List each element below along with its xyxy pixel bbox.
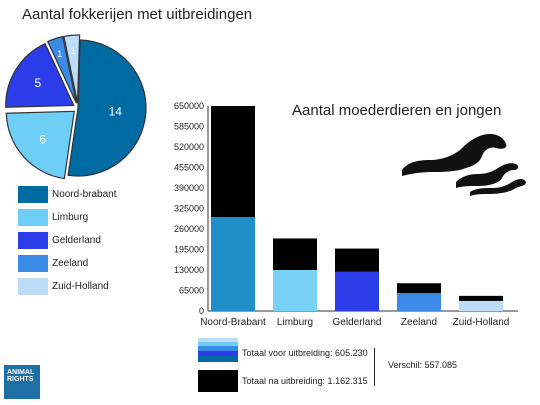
legend-item-zeeland: Zeeland — [18, 255, 116, 272]
legend-item-limburg: Limburg — [18, 209, 116, 226]
y-tick-label: 130000 — [174, 265, 204, 275]
legend-label: Noord-brabant — [52, 189, 117, 200]
x-tick-label: Zeeland — [401, 317, 437, 328]
totaal-voor-swatch — [198, 338, 238, 362]
y-tick-label: 390000 — [174, 183, 204, 193]
pie-slice-zeeland — [46, 35, 78, 104]
totals-legend: Totaal voor uitbreiding: 605.230 Totaal … — [198, 338, 528, 394]
pie-slice-value: 6 — [39, 132, 46, 146]
y-tick-label: 325000 — [174, 204, 204, 214]
totaal-na-label: Totaal na uitbreiding: 1.162.315 — [242, 376, 368, 386]
pie-slice-noord-brabant — [67, 39, 147, 177]
legend-item-noord-brabant: Noord-brabant — [18, 186, 116, 203]
pie-slice-value: 1 — [70, 46, 75, 56]
y-tick-label: 520000 — [174, 142, 204, 152]
y-tick-label: 195000 — [174, 245, 204, 255]
verschil-bracket — [374, 348, 375, 386]
totaal-na-swatch — [198, 370, 238, 392]
pie-slice-zuid-holland — [63, 34, 81, 104]
animal-rights-logo: ANIMAL RIGHTS — [4, 365, 40, 399]
y-tick-label: 650000 — [174, 101, 204, 111]
y-tick-label: 0 — [199, 306, 204, 316]
pie-slice-gelderland — [5, 42, 75, 108]
pie-legend: Noord-brabant Limburg Gelderland Zeeland Zui… — [18, 186, 116, 301]
legend-label: Gelderland — [52, 235, 101, 246]
x-tick-label: Zuid-Holland — [453, 317, 510, 328]
x-tick-label: Gelderland — [333, 317, 382, 328]
y-tick-label: 455000 — [174, 163, 204, 173]
pie-slice-limburg — [5, 110, 75, 180]
bar-voor-uitbreiding — [459, 300, 503, 311]
legend-swatch — [18, 209, 48, 226]
bar-voor-uitbreiding — [397, 293, 441, 311]
bar-voor-uitbreiding — [335, 271, 379, 311]
legend-swatch — [18, 232, 48, 249]
totaal-voor-label: Totaal voor uitbreiding: 605.230 — [242, 348, 368, 358]
y-tick-label: 65000 — [179, 286, 204, 296]
y-tick-label: 260000 — [174, 224, 204, 234]
pie-chart: 14 6 5 1 1 — [5, 34, 147, 180]
verschil-label: Verschil: 557.085 — [388, 360, 458, 370]
mink-silhouette-icon — [402, 134, 526, 196]
bar-chart: 0 65000 130000 195000 260000 325000 390000 4550… — [174, 101, 518, 328]
pie-chart-title: Aantal fokkerijen met uitbreidingen — [22, 6, 253, 23]
bar-voor-uitbreiding — [211, 217, 255, 311]
x-tick-label: Limburg — [277, 317, 313, 328]
legend-item-gelderland: Gelderland — [18, 232, 116, 249]
legend-swatch — [18, 255, 48, 272]
bar-chart-title: Aantal moederdieren en jongen — [292, 102, 502, 119]
pie-slice-value: 5 — [35, 76, 42, 90]
legend-label: Zuid-Holland — [52, 281, 109, 292]
legend-label: Zeeland — [52, 258, 89, 269]
legend-swatch — [18, 186, 48, 203]
x-tick-label: Noord-Brabant — [200, 317, 266, 328]
pie-slice-value: 14 — [109, 104, 123, 118]
y-tick-label: 585000 — [174, 122, 204, 132]
legend-label: Limburg — [52, 212, 89, 223]
pie-slice-value: 1 — [57, 49, 62, 59]
bar-voor-uitbreiding — [273, 270, 317, 311]
legend-swatch — [18, 278, 48, 295]
legend-item-zuid-holland: Zuid-Holland — [18, 278, 116, 295]
